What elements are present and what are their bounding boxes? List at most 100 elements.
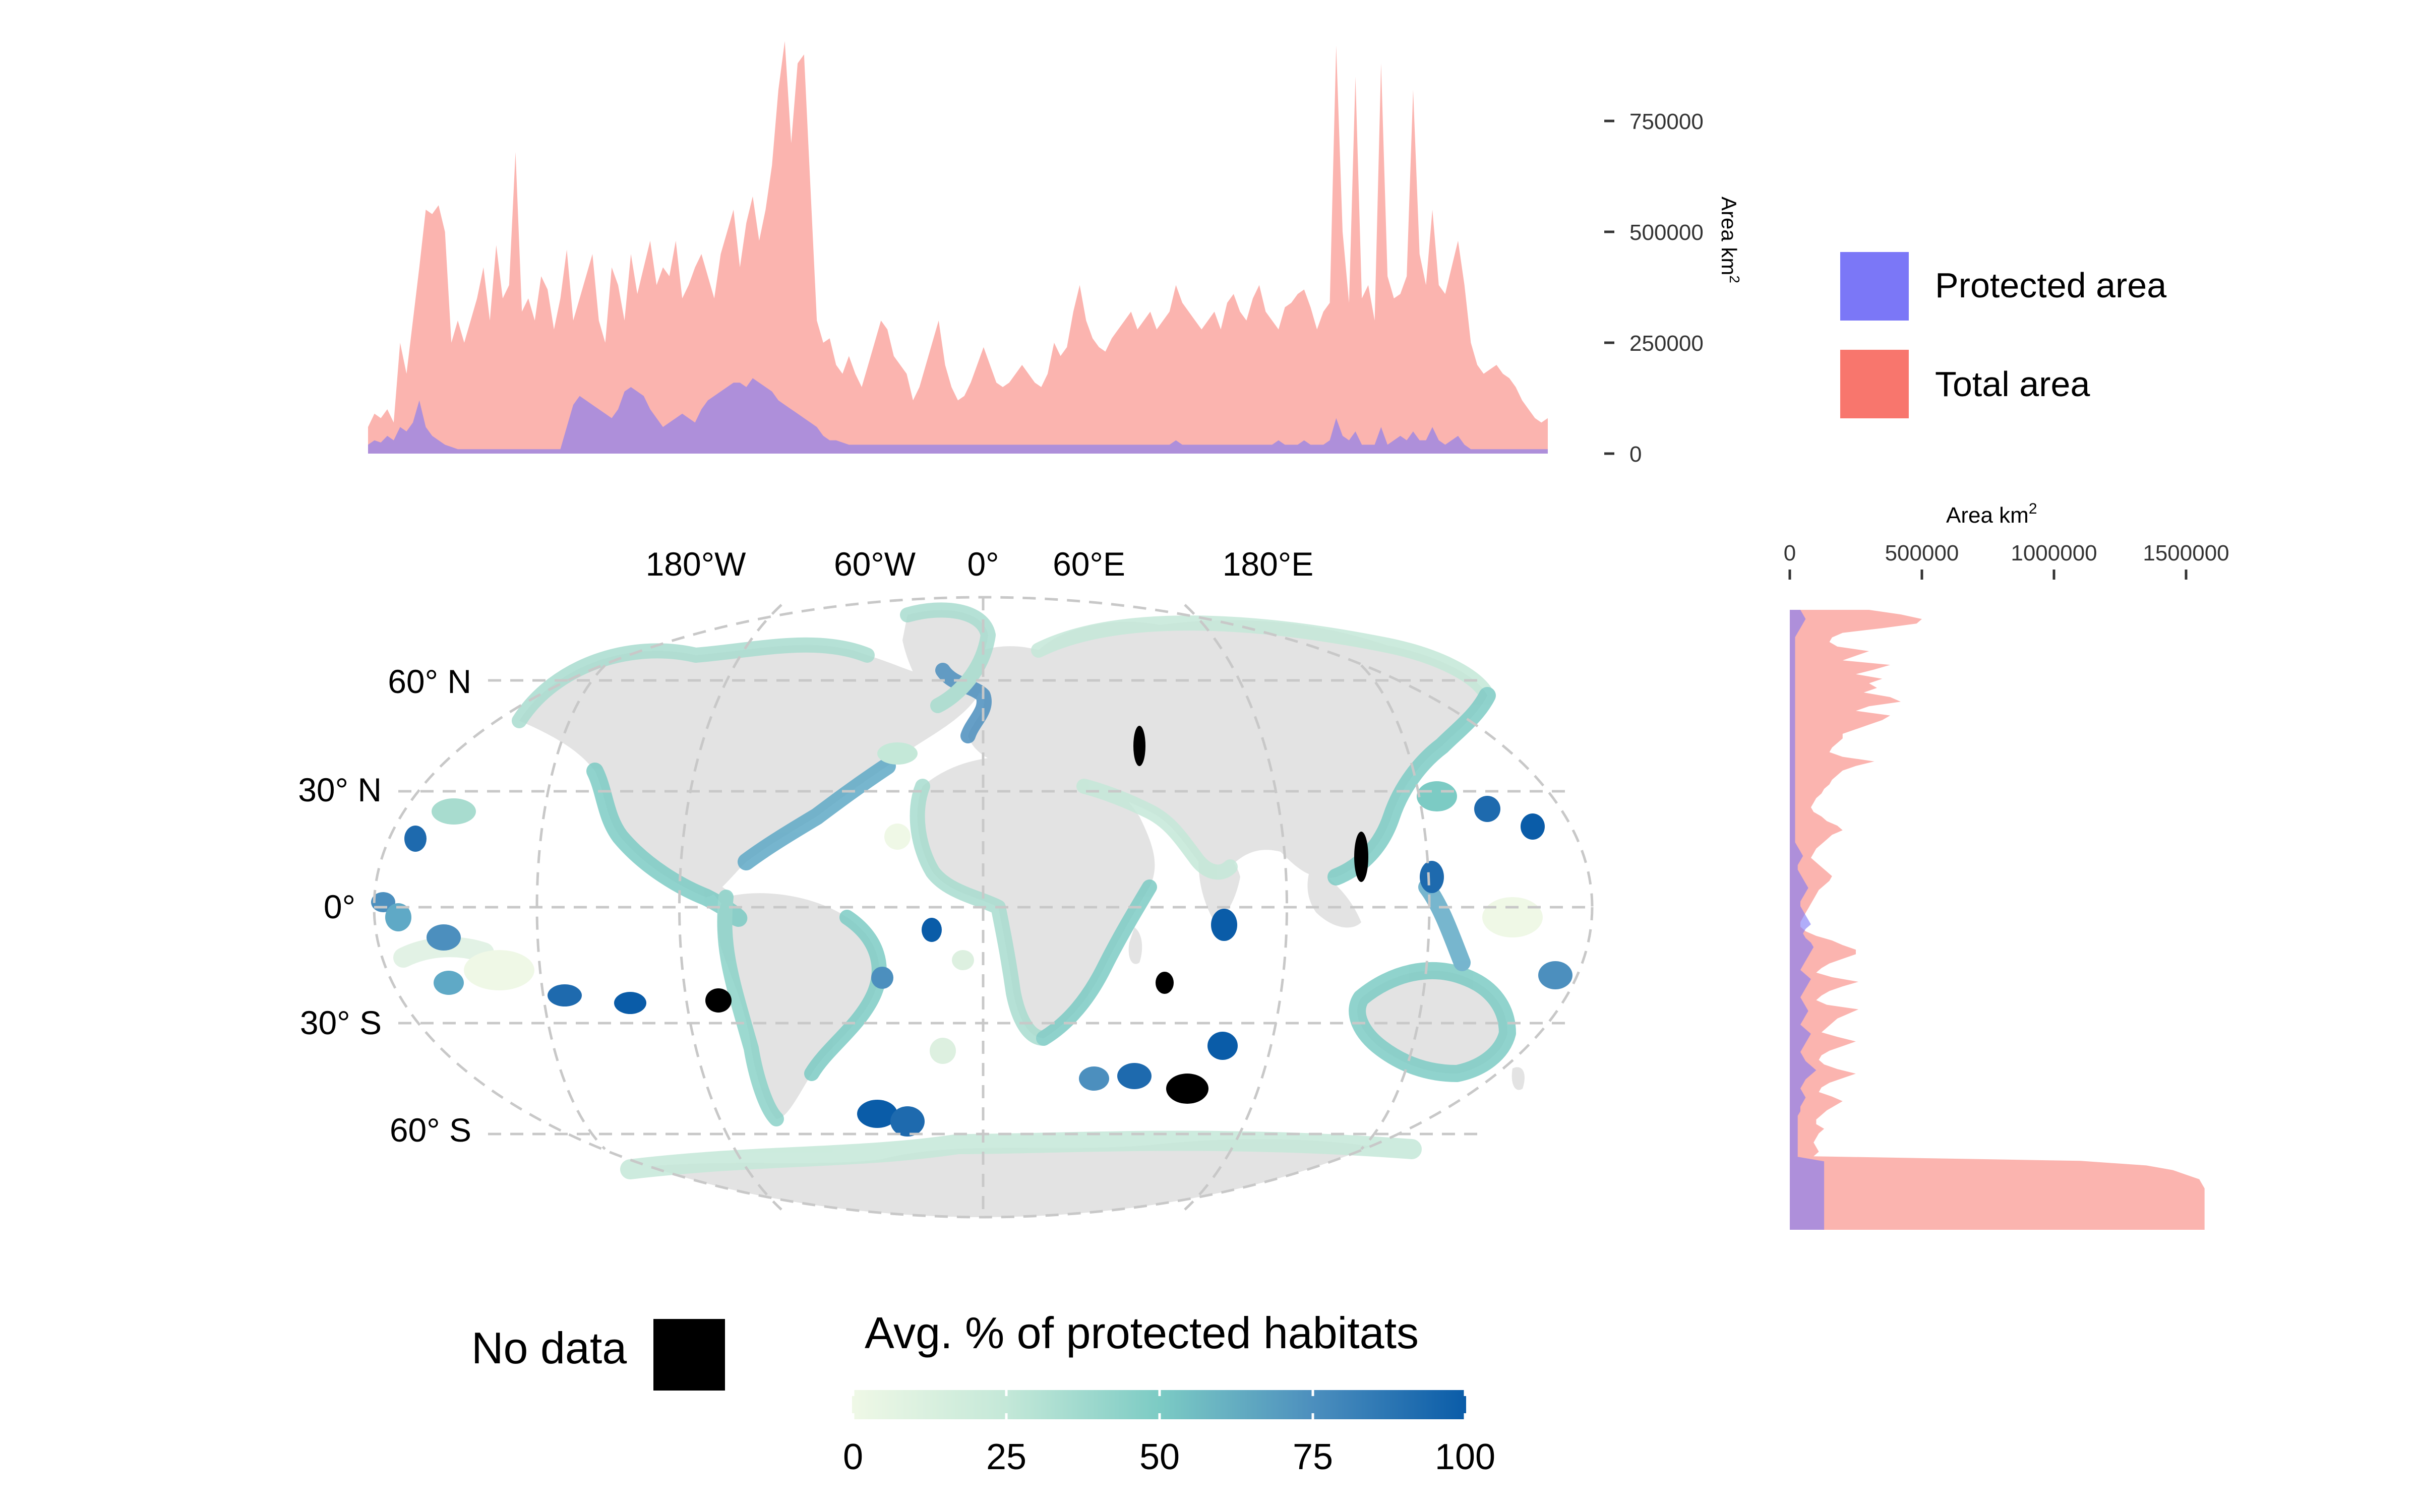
right-area-chart: Area km2 0 500000 1000000 1500000 — [1784, 500, 2229, 1230]
coast-band — [620, 1130, 1422, 1179]
legend-item-protected: Protected area — [1840, 252, 2166, 321]
coast-band — [1031, 615, 1495, 703]
lon-label: 180°W — [646, 545, 747, 583]
graticule-meridian — [1184, 604, 1288, 1211]
x-tick-label: 0 — [1784, 541, 1796, 565]
eez-patch — [1420, 861, 1444, 893]
eez-patch — [434, 971, 464, 995]
no-data-swatch — [653, 1319, 725, 1391]
landmass-africa — [917, 756, 1155, 1038]
coast-band — [738, 758, 896, 870]
legend-label-protected: Protected area — [1935, 266, 2166, 305]
top-chart-series — [368, 41, 1548, 454]
lon-label: 0° — [967, 545, 999, 583]
colorbar-tick-label: 50 — [1139, 1437, 1180, 1477]
coast-band — [1076, 779, 1238, 880]
graticule — [373, 596, 1594, 1219]
area-series-protected-area — [1790, 610, 1825, 1230]
longitude-labels: 180°W 60°W 0° 60°E 180°E — [646, 545, 1314, 583]
top-y-axis: 750000 500000 250000 0 Area km2 — [1604, 109, 1742, 467]
lon-label: 60°E — [1053, 545, 1125, 583]
coastal-habitat-bands — [393, 602, 1516, 1179]
eez-patch — [1133, 726, 1145, 766]
top-area-chart: 750000 500000 250000 0 Area km2 — [368, 41, 1742, 467]
eez-patch — [404, 826, 427, 852]
area-series-total-area — [368, 41, 1548, 454]
eez-patch — [1521, 813, 1545, 840]
eez-patch — [930, 1038, 956, 1064]
lat-label: 30° N — [298, 771, 382, 808]
eez-patch — [952, 950, 974, 970]
eez-patch — [1156, 972, 1174, 994]
y-tick-label: 0 — [1629, 442, 1642, 467]
x-axis-title: Area km2 — [1946, 500, 2037, 528]
eez-patch — [464, 950, 534, 990]
eez-patch — [1079, 1066, 1109, 1091]
lat-label: 60° S — [390, 1111, 471, 1149]
coast-band — [1418, 878, 1471, 971]
x-tick-label: 1000000 — [2011, 541, 2097, 565]
eez-patch — [1417, 781, 1457, 811]
coast-band — [1349, 962, 1516, 1082]
eez-patch — [922, 918, 942, 942]
area-series-total-area — [1790, 610, 2205, 1230]
landmass-antarctica — [580, 1139, 1437, 1217]
coast-band — [717, 890, 784, 1126]
coast-band — [1036, 879, 1157, 1046]
landmass-madagascar — [1128, 927, 1142, 964]
eez-patch — [614, 992, 646, 1014]
graticule-meridian — [678, 604, 782, 1211]
lat-label: 0° — [324, 888, 355, 925]
no-data-label: No data — [471, 1323, 627, 1373]
eez-patch — [857, 1100, 897, 1128]
habitat-legend-title: Avg. % of protected habitats — [865, 1308, 1419, 1358]
x-tick-label: 500000 — [1885, 541, 1959, 565]
lon-label: 60°W — [834, 545, 916, 583]
landmass-southeast-asia — [1307, 867, 1361, 928]
eez-patch — [1211, 909, 1237, 941]
y-tick-label: 250000 — [1629, 331, 1704, 356]
area-series-protected-area — [368, 378, 1548, 454]
y-axis-title: Area km2 — [1717, 197, 1742, 283]
landmass-eurasia — [943, 620, 1487, 878]
legend-item-total: Total area — [1840, 350, 2090, 418]
y-tick-label: 500000 — [1629, 220, 1704, 245]
graticule-meridian — [1360, 664, 1431, 1150]
eez-patch — [877, 742, 918, 765]
colorbar-tick-label: 75 — [1293, 1437, 1333, 1477]
eez-patch — [1117, 1063, 1152, 1089]
right-x-axis: Area km2 0 500000 1000000 1500000 — [1784, 500, 2229, 580]
eez-patch — [1474, 796, 1500, 822]
coast-band — [900, 602, 996, 713]
colorbar-tick-label: 100 — [1435, 1437, 1495, 1477]
eez-patch — [1354, 832, 1368, 882]
eez-patch — [548, 984, 582, 1006]
eez-patch — [432, 798, 476, 825]
legend-label-total: Total area — [1935, 364, 2090, 404]
right-chart-series — [1790, 610, 2205, 1230]
coast-band — [512, 637, 875, 728]
y-tick-label: 750000 — [1629, 109, 1704, 134]
lat-label: 60° N — [388, 663, 471, 700]
colorbar-ticks — [852, 1390, 1467, 1419]
eez-patch — [871, 967, 893, 989]
landmass-north-america — [519, 645, 986, 897]
habitat-legend: No data Avg. % of protected habitats 0 2… — [471, 1308, 1495, 1477]
graticule-meridian — [535, 664, 606, 1150]
lon-label: 180°E — [1223, 545, 1314, 583]
x-tick-label: 1500000 — [2143, 541, 2229, 565]
eez-patch — [884, 824, 911, 850]
colorbar-tick-label: 0 — [843, 1437, 863, 1477]
eez-patch — [705, 988, 732, 1013]
eez-patch — [427, 924, 461, 951]
eez-patch — [1166, 1074, 1208, 1104]
coast-band — [804, 910, 887, 1081]
eez-patch — [1538, 961, 1572, 989]
eez-patch — [385, 903, 411, 931]
ocean-habitat-patches — [371, 726, 1572, 1137]
eez-patch — [1482, 897, 1543, 937]
legend-swatch-protected — [1840, 252, 1909, 321]
world-map: 180°W 60°W 0° 60°E 180°E 60° N 30° N 0° … — [298, 545, 1594, 1219]
area-legend: Protected area Total area — [1840, 252, 2166, 418]
